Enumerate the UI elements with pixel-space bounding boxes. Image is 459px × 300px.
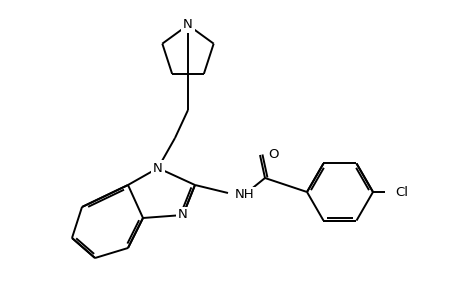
Text: Cl: Cl bbox=[394, 185, 407, 199]
Text: O: O bbox=[268, 148, 278, 161]
Text: N: N bbox=[153, 161, 162, 175]
Text: N: N bbox=[183, 19, 192, 32]
Text: NH: NH bbox=[235, 188, 254, 202]
Text: N: N bbox=[178, 208, 187, 221]
